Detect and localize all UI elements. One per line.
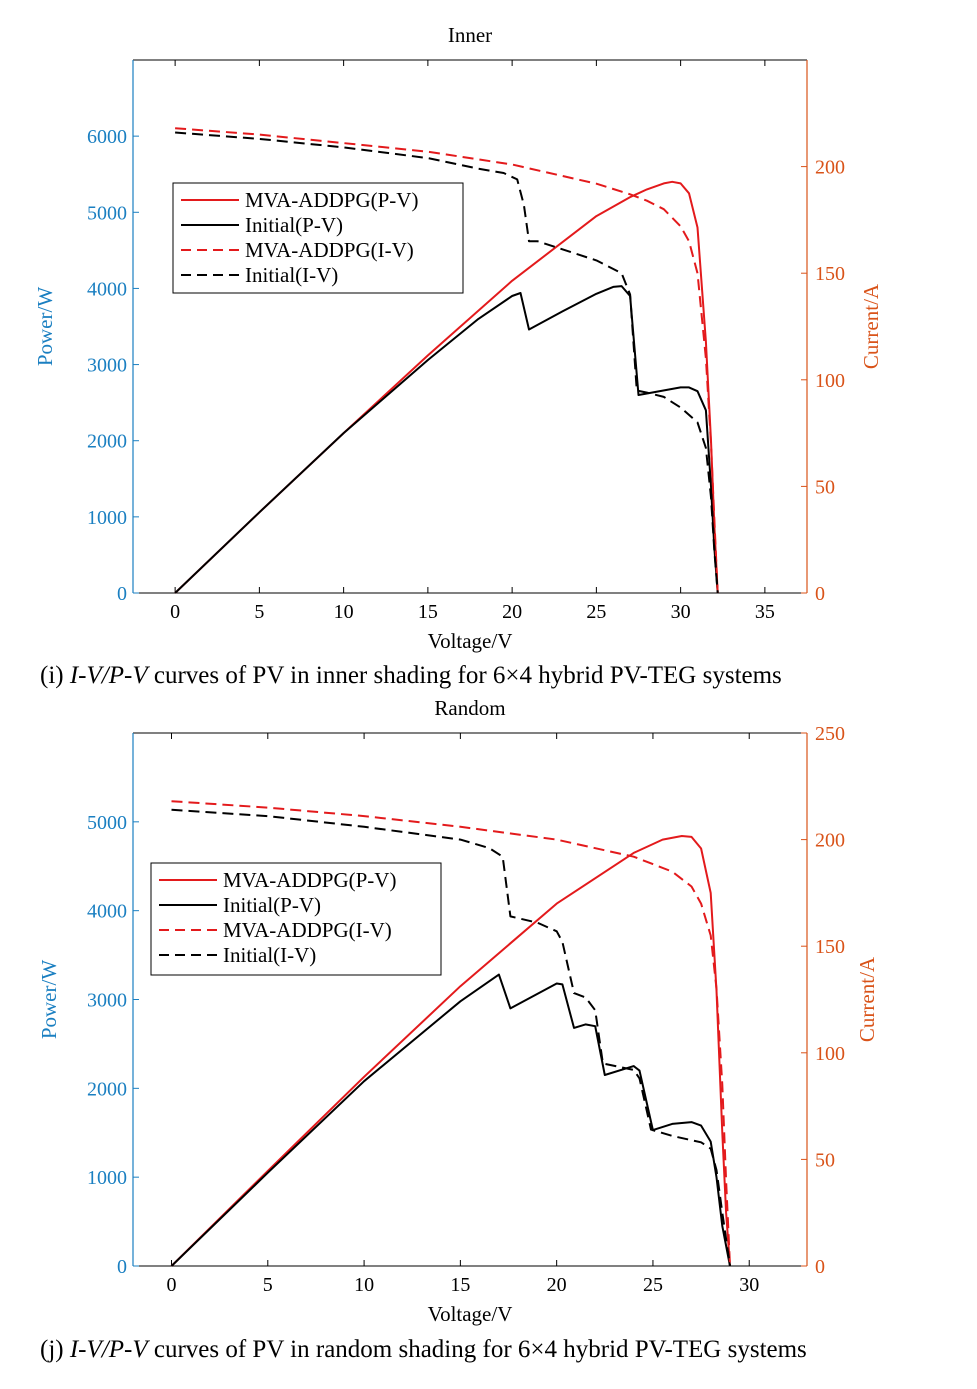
legend-label: MVA-ADDPG(I-V) [223, 918, 392, 942]
legend-label: Initial(P-V) [223, 893, 321, 917]
y-left-axis-label: Power/W [33, 287, 57, 366]
x-tick-label: 20 [547, 1274, 567, 1296]
x-tick-label: 30 [739, 1274, 759, 1296]
y-right-tick-label: 150 [815, 936, 845, 958]
legend-label: MVA-ADDPG(P-V) [245, 188, 418, 212]
legend-label: Initial(I-V) [223, 943, 316, 967]
chart-title: Inner [448, 23, 492, 47]
series-line-mva-addpg-i-v [171, 800, 731, 1267]
x-tick-label: 10 [354, 1274, 374, 1296]
legend-label: MVA-ADDPG(I-V) [245, 238, 414, 262]
y-right-tick-label: 100 [815, 370, 845, 392]
x-axis-label: Voltage/V [428, 1302, 513, 1326]
y-left-tick-label: 1000 [87, 507, 127, 529]
y-left-tick-label: 0 [117, 1256, 127, 1278]
series-line-initial-i-v [175, 131, 719, 594]
caption-inner: (i) I-V/P-V curves of PV in inner shadin… [40, 662, 782, 689]
x-tick-label: 25 [586, 601, 606, 623]
series-line-mva-addpg-p-v [170, 835, 731, 1267]
x-tick-label: 10 [334, 601, 354, 623]
y-right-tick-label: 0 [815, 583, 825, 605]
y-left-tick-label: 4000 [87, 278, 127, 300]
x-tick-label: 30 [671, 601, 691, 623]
y-right-tick-label: 150 [815, 263, 845, 285]
y-left-tick-label: 3000 [87, 990, 127, 1012]
y-right-tick-label: 100 [815, 1043, 845, 1065]
legend-label: Initial(I-V) [245, 263, 338, 287]
y-left-tick-label: 5000 [87, 202, 127, 224]
chart-random: 0 5 10 15 20 25 30 0 1000 2000 3000 4000 5000 0 50 100 1… [37, 696, 879, 1326]
y-right-tick-label: 200 [815, 830, 845, 852]
chart-inner: 0 5 10 15 20 25 30 35 0 1000 2000 3000 4000 5000 6000 0… [33, 23, 883, 653]
series-line-initial-p-v [170, 973, 731, 1267]
x-tick-label: 5 [263, 1274, 273, 1296]
x-tick-label: 25 [643, 1274, 663, 1296]
x-tick-label: 0 [170, 601, 180, 623]
series-line-initial-i-v [171, 808, 731, 1267]
y-right-tick-label: 0 [815, 1256, 825, 1278]
y-right-axis-label: Current/A [859, 283, 883, 369]
x-tick-label: 15 [450, 1274, 470, 1296]
y-right-tick-label: 50 [815, 476, 835, 498]
legend-label: MVA-ADDPG(P-V) [223, 868, 396, 892]
y-left-tick-label: 4000 [87, 901, 127, 923]
y-left-tick-label: 2000 [87, 1078, 127, 1100]
chart-title: Random [434, 696, 505, 720]
caption-random: (j) I-V/P-V curves of PV in random shadi… [40, 1336, 807, 1363]
series-line-mva-addpg-i-v [175, 127, 719, 594]
legend-label: Initial(P-V) [245, 213, 343, 237]
y-left-tick-label: 5000 [87, 812, 127, 834]
y-left-tick-label: 1000 [87, 1167, 127, 1189]
y-right-tick-label: 50 [815, 1149, 835, 1171]
y-left-tick-label: 0 [117, 583, 127, 605]
y-left-tick-label: 6000 [87, 126, 127, 148]
y-left-tick-label: 2000 [87, 431, 127, 453]
y-right-tick-label: 200 [815, 157, 845, 179]
x-tick-label: 20 [502, 601, 522, 623]
legend-box [172, 182, 464, 294]
y-left-tick-label: 3000 [87, 355, 127, 377]
x-tick-label: 15 [418, 601, 438, 623]
x-tick-label: 5 [254, 601, 264, 623]
x-tick-label: 0 [167, 1274, 177, 1296]
x-tick-label: 35 [755, 601, 775, 623]
y-right-tick-label: 250 [815, 723, 845, 745]
series-line-initial-p-v [174, 285, 719, 594]
y-left-axis-label: Power/W [37, 960, 61, 1039]
y-right-axis-label: Current/A [855, 956, 879, 1042]
legend-box [150, 862, 442, 976]
x-axis-label: Voltage/V [428, 629, 513, 653]
